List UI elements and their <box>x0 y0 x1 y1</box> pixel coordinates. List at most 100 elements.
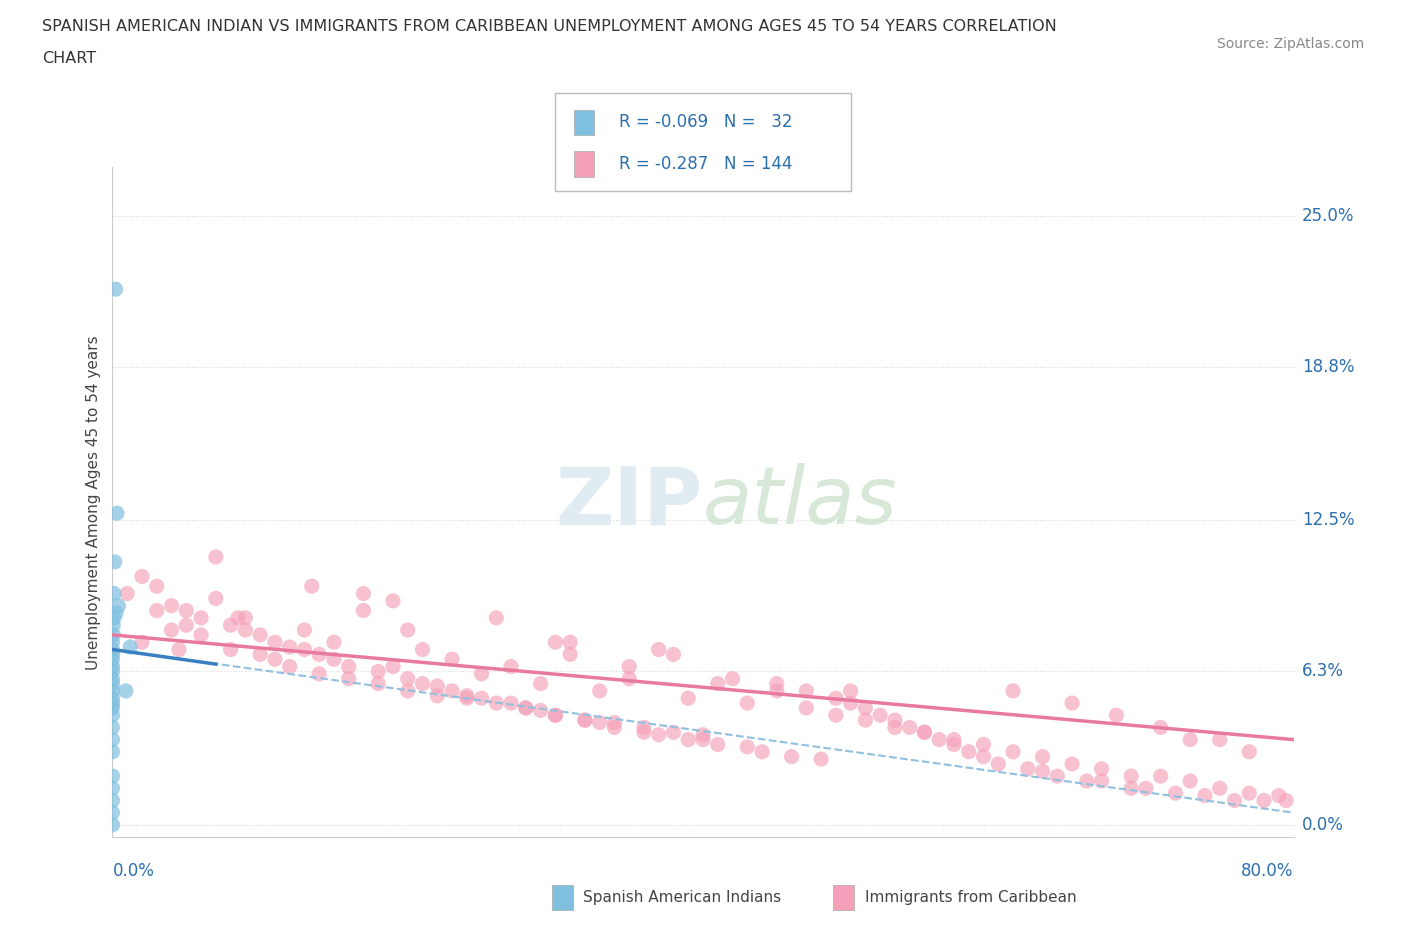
Point <box>529 703 551 718</box>
Point <box>308 667 330 682</box>
Point <box>101 664 124 679</box>
Point <box>101 817 124 832</box>
Point <box>101 684 124 698</box>
Point <box>456 688 478 703</box>
Point <box>662 724 685 739</box>
Point <box>914 724 936 739</box>
Point <box>426 679 449 694</box>
Point <box>105 506 128 521</box>
Point <box>292 622 315 637</box>
Point <box>104 282 127 297</box>
Point <box>1119 781 1142 796</box>
Point <box>1180 732 1202 747</box>
Point <box>1275 793 1298 808</box>
Point <box>707 737 730 752</box>
Point <box>146 578 169 593</box>
Point <box>839 696 862 711</box>
Point <box>301 578 323 593</box>
Text: CHART: CHART <box>42 51 96 66</box>
Point <box>131 569 153 584</box>
Point <box>470 691 494 706</box>
Point <box>501 659 523 674</box>
Point <box>678 691 700 706</box>
Point <box>1091 762 1114 777</box>
Point <box>633 720 655 735</box>
Point <box>544 708 567 723</box>
Text: Source: ZipAtlas.com: Source: ZipAtlas.com <box>1216 37 1364 51</box>
Point <box>957 744 980 759</box>
Point <box>103 610 125 625</box>
Point <box>633 724 655 739</box>
Point <box>441 684 464 698</box>
Point <box>855 700 877 715</box>
Point <box>780 750 803 764</box>
Point <box>1253 793 1275 808</box>
Point <box>1032 750 1054 764</box>
Y-axis label: Unemployment Among Ages 45 to 54 years: Unemployment Among Ages 45 to 54 years <box>86 335 101 670</box>
Point <box>560 635 582 650</box>
Point <box>603 715 626 730</box>
Point <box>1076 774 1098 789</box>
Point <box>367 676 389 691</box>
Point <box>174 618 197 632</box>
Point <box>1223 793 1246 808</box>
Point <box>412 642 434 657</box>
Point <box>101 635 124 650</box>
Point <box>101 700 124 715</box>
Point <box>1001 744 1024 759</box>
Point <box>987 756 1010 771</box>
Point <box>264 652 287 667</box>
Point <box>647 642 671 657</box>
Point <box>323 652 346 667</box>
Point <box>101 676 124 691</box>
Point <box>412 676 434 691</box>
Point <box>824 691 846 706</box>
Point <box>544 708 567 723</box>
Point <box>1150 769 1173 784</box>
Point <box>692 732 714 747</box>
Point <box>721 671 744 686</box>
Point <box>337 671 360 686</box>
Point <box>942 737 965 752</box>
Point <box>101 732 124 747</box>
Point <box>337 659 360 674</box>
Point <box>117 586 138 601</box>
Point <box>855 712 877 727</box>
Text: Spanish American Indians: Spanish American Indians <box>583 890 782 905</box>
Point <box>692 727 714 742</box>
Point <box>796 700 818 715</box>
Point <box>190 628 212 643</box>
Point <box>1032 764 1054 778</box>
Point <box>515 700 537 715</box>
Point <box>101 647 124 662</box>
Point <box>839 684 862 698</box>
Point <box>101 744 124 759</box>
Point <box>619 659 641 674</box>
Text: 0.0%: 0.0% <box>112 862 155 880</box>
Point <box>219 618 242 632</box>
Point <box>707 676 730 691</box>
Point <box>249 628 271 643</box>
Point <box>396 684 419 698</box>
Point <box>884 720 907 735</box>
Point <box>1208 732 1232 747</box>
Point <box>485 696 508 711</box>
Text: 0.0%: 0.0% <box>1302 816 1344 834</box>
Point <box>914 724 936 739</box>
Point <box>501 696 523 711</box>
Point <box>131 635 153 650</box>
Point <box>588 715 610 730</box>
Point <box>1208 781 1232 796</box>
Point <box>103 628 125 643</box>
Point <box>678 732 700 747</box>
Point <box>824 708 846 723</box>
Point <box>1119 769 1142 784</box>
Point <box>470 667 494 682</box>
Text: 80.0%: 80.0% <box>1241 862 1294 880</box>
Point <box>382 659 405 674</box>
Point <box>751 744 773 759</box>
Point <box>737 696 759 711</box>
Point <box>737 739 759 754</box>
Point <box>796 684 818 698</box>
Point <box>1164 786 1187 801</box>
